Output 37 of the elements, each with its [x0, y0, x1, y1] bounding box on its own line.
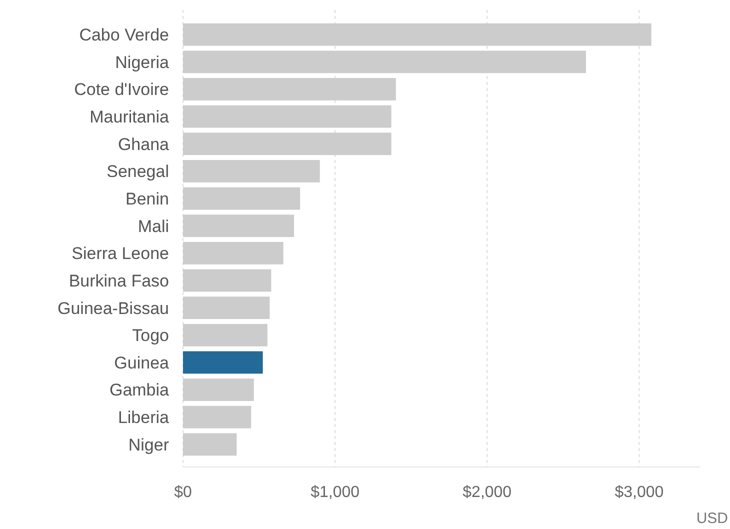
bar	[183, 187, 300, 210]
bar	[183, 105, 392, 128]
y-tick-label: Mauritania	[90, 107, 170, 126]
x-tick-label: $0	[174, 484, 192, 501]
bar	[183, 160, 320, 182]
y-tick-label: Guinea-Bissau	[57, 298, 169, 318]
x-tick-label: $2,000	[462, 484, 512, 501]
y-tick-label: Cabo Verde	[79, 26, 169, 45]
x-tick-label: $1,000	[310, 484, 360, 501]
y-tick-label: Guinea	[114, 353, 170, 372]
bar	[183, 242, 284, 264]
bar	[183, 324, 268, 346]
y-tick-label: Niger	[128, 435, 170, 454]
bar	[183, 78, 396, 100]
x-tick-label: $3,000	[614, 484, 664, 501]
bar	[183, 351, 263, 374]
y-tick-label: Togo	[132, 326, 169, 346]
y-tick-label: Gambia	[109, 380, 170, 400]
y-tick-label: Ghana	[118, 134, 170, 154]
bar	[183, 269, 272, 292]
y-tick-label: Mali	[138, 216, 169, 236]
bar	[183, 406, 252, 428]
y-tick-label: Sierra Leone	[72, 244, 169, 264]
bar	[183, 378, 254, 401]
y-tick-label: Burkina Faso	[68, 271, 169, 290]
bar	[183, 214, 294, 238]
bar	[183, 296, 270, 320]
x-axis-title: USD	[696, 510, 728, 527]
y-tick-label: Cote d'Ivoire	[74, 80, 169, 100]
bar	[183, 50, 586, 74]
y-tick-label: Liberia	[118, 408, 170, 428]
y-tick-label: Nigeria	[115, 52, 170, 72]
bar	[183, 433, 237, 456]
bar	[183, 132, 392, 156]
bar	[183, 23, 652, 46]
y-tick-label: Benin	[126, 189, 169, 208]
y-tick-label: Senegal	[106, 162, 169, 182]
